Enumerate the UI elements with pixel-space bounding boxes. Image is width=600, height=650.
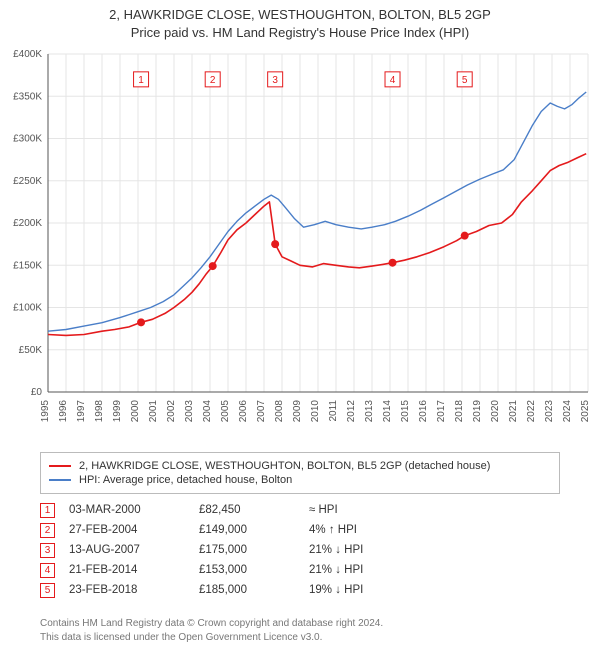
- legend-box: 2, HAWKRIDGE CLOSE, WESTHOUGHTON, BOLTON…: [40, 452, 560, 494]
- svg-text:£400K: £400K: [13, 49, 42, 60]
- sale-row: 4 21-FEB-2014£153,00021% ↓ HPI: [40, 560, 560, 580]
- svg-text:2007: 2007: [256, 400, 267, 423]
- svg-text:4: 4: [390, 75, 396, 86]
- sale-row: 5 23-FEB-2018£185,00019% ↓ HPI: [40, 580, 560, 600]
- svg-text:2025: 2025: [580, 400, 591, 423]
- sale-diff: 21% ↓ HPI: [309, 564, 459, 576]
- footer-line-1: Contains HM Land Registry data © Crown c…: [40, 617, 580, 631]
- price-chart: £0 £50K £100K £150K £200K £250K £300K £350K £400…: [0, 44, 600, 444]
- svg-text:£50K: £50K: [19, 345, 43, 356]
- svg-text:2012: 2012: [346, 400, 357, 423]
- svg-text:1998: 1998: [94, 400, 105, 423]
- sale-marker: 4: [40, 563, 55, 578]
- sale-diff: ≈ HPI: [309, 504, 459, 516]
- svg-text:1996: 1996: [58, 400, 69, 423]
- chart-svg: £0 £50K £100K £150K £200K £250K £300K £350K £400…: [0, 44, 600, 444]
- sale-price: £185,000: [199, 584, 309, 596]
- svg-text:£250K: £250K: [13, 176, 42, 187]
- svg-text:2002: 2002: [166, 400, 177, 423]
- sale-marker: 3: [40, 543, 55, 558]
- svg-text:2019: 2019: [472, 400, 483, 423]
- sale-date: 03-MAR-2000: [69, 504, 199, 516]
- svg-text:£150K: £150K: [13, 260, 42, 271]
- sale-marker: 1: [40, 503, 55, 518]
- svg-text:2016: 2016: [418, 400, 429, 423]
- svg-text:1: 1: [138, 75, 144, 86]
- legend-swatch: [49, 479, 71, 481]
- sale-diff: 21% ↓ HPI: [309, 544, 459, 556]
- svg-text:2009: 2009: [292, 400, 303, 423]
- svg-text:2005: 2005: [220, 400, 231, 423]
- chart-container: { "title": { "line1": "2, HAWKRIDGE CLOS…: [0, 0, 600, 650]
- sale-price: £82,450: [199, 504, 309, 516]
- svg-text:2010: 2010: [310, 400, 321, 423]
- sale-row: 1 03-MAR-2000£82,450≈ HPI: [40, 500, 560, 520]
- svg-text:2022: 2022: [526, 400, 537, 423]
- svg-text:2015: 2015: [400, 400, 411, 423]
- svg-text:2018: 2018: [454, 400, 465, 423]
- sale-row: 3 13-AUG-2007£175,00021% ↓ HPI: [40, 540, 560, 560]
- title-line-2: Price paid vs. HM Land Registry's House …: [8, 24, 592, 42]
- sale-price: £153,000: [199, 564, 309, 576]
- svg-text:£350K: £350K: [13, 91, 42, 102]
- svg-text:2011: 2011: [328, 400, 339, 422]
- svg-text:2004: 2004: [202, 400, 213, 423]
- svg-text:3: 3: [272, 75, 278, 86]
- sale-diff: 19% ↓ HPI: [309, 584, 459, 596]
- svg-text:£100K: £100K: [13, 303, 42, 314]
- sale-row: 2 27-FEB-2004£149,0004% ↑ HPI: [40, 520, 560, 540]
- svg-text:2008: 2008: [274, 400, 285, 423]
- svg-text:£0: £0: [31, 387, 43, 398]
- svg-text:1997: 1997: [76, 400, 87, 423]
- svg-text:2001: 2001: [148, 400, 159, 423]
- footer-line-2: This data is licensed under the Open Gov…: [40, 631, 580, 645]
- svg-text:2006: 2006: [238, 400, 249, 423]
- legend-label: HPI: Average price, detached house, Bolt…: [79, 474, 292, 486]
- legend-item: 2, HAWKRIDGE CLOSE, WESTHOUGHTON, BOLTON…: [49, 459, 551, 473]
- sale-date: 13-AUG-2007: [69, 544, 199, 556]
- svg-text:£300K: £300K: [13, 134, 42, 145]
- svg-text:2014: 2014: [382, 400, 393, 423]
- sale-diff: 4% ↑ HPI: [309, 524, 459, 536]
- svg-text:2023: 2023: [544, 400, 555, 423]
- svg-text:2003: 2003: [184, 400, 195, 423]
- legend-swatch: [49, 465, 71, 467]
- sale-price: £149,000: [199, 524, 309, 536]
- sale-price: £175,000: [199, 544, 309, 556]
- svg-text:2: 2: [210, 75, 216, 86]
- title-line-1: 2, HAWKRIDGE CLOSE, WESTHOUGHTON, BOLTON…: [8, 6, 592, 24]
- svg-text:2020: 2020: [490, 400, 501, 423]
- sale-marker: 5: [40, 583, 55, 598]
- svg-text:1995: 1995: [40, 400, 51, 423]
- sales-table: 1 03-MAR-2000£82,450≈ HPI 2 27-FEB-2004£149…: [40, 500, 560, 600]
- sale-date: 21-FEB-2014: [69, 564, 199, 576]
- sale-marker: 2: [40, 523, 55, 538]
- legend-item: HPI: Average price, detached house, Bolt…: [49, 473, 551, 487]
- chart-title: 2, HAWKRIDGE CLOSE, WESTHOUGHTON, BOLTON…: [0, 0, 600, 41]
- sale-date: 27-FEB-2004: [69, 524, 199, 536]
- svg-text:2000: 2000: [130, 400, 141, 423]
- svg-text:1999: 1999: [112, 400, 123, 423]
- svg-text:2017: 2017: [436, 400, 447, 423]
- svg-text:5: 5: [462, 75, 468, 86]
- svg-text:2013: 2013: [364, 400, 375, 423]
- svg-text:£200K: £200K: [13, 218, 42, 229]
- sale-date: 23-FEB-2018: [69, 584, 199, 596]
- svg-text:2024: 2024: [562, 400, 573, 423]
- legend-label: 2, HAWKRIDGE CLOSE, WESTHOUGHTON, BOLTON…: [79, 460, 490, 472]
- footer-attribution: Contains HM Land Registry data © Crown c…: [40, 617, 580, 644]
- svg-text:2021: 2021: [508, 400, 519, 423]
